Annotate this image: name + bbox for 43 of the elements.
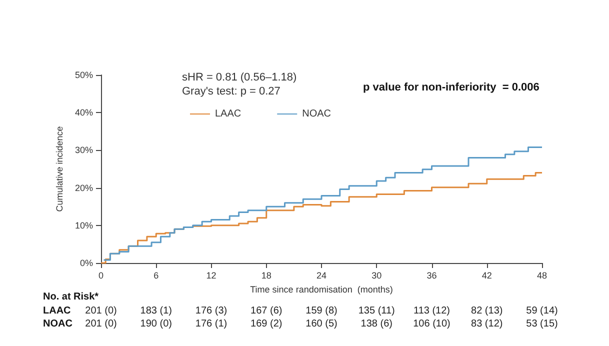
annotation: sHR = 0.81 (0.56–1.18) xyxy=(182,72,297,84)
x-tick-label: 48 xyxy=(536,270,548,280)
text: 135 (11) xyxy=(358,306,395,316)
text: 113 (12) xyxy=(413,306,450,316)
text: LAAC xyxy=(43,306,71,316)
x-tick-label: 0 xyxy=(98,270,104,280)
y-tick-label: 0% xyxy=(80,258,93,268)
text: 201 (0) xyxy=(85,306,117,316)
text: 169 (2) xyxy=(250,318,282,330)
y-tick-label: 40% xyxy=(74,108,93,118)
text: 176 (3) xyxy=(195,306,228,316)
y-tick-label: 10% xyxy=(74,220,93,230)
x-tick-label: 30 xyxy=(372,270,382,280)
y-axis-title: Cumulative incidence xyxy=(54,126,65,212)
text: 160 (5) xyxy=(306,318,338,330)
x-tick-label: 18 xyxy=(261,270,272,280)
y-tick-label: 30% xyxy=(74,145,93,156)
y-tick-label: 50% xyxy=(74,70,93,80)
x-axis-title: Time since randomisation (months) xyxy=(250,284,393,294)
annotation: p value for non-inferiority = 0.006 xyxy=(363,82,540,94)
legend-label: NOAC xyxy=(302,108,332,120)
text: 201 (0) xyxy=(85,318,117,330)
text: 183 (1) xyxy=(140,306,172,316)
text: NOAC xyxy=(43,318,72,330)
x-tick-label: 6 xyxy=(154,270,159,280)
x-tick-label: 36 xyxy=(426,270,437,280)
x-tick-label: 42 xyxy=(482,270,492,280)
annotation: Gray's test: p = 0.27 xyxy=(182,86,280,98)
text: 53 (15) xyxy=(526,318,558,330)
legend-label: LAAC xyxy=(215,108,242,120)
text: 82 (13) xyxy=(471,306,503,316)
text: 190 (0) xyxy=(140,318,172,330)
text: 176 (1) xyxy=(195,318,228,330)
text: 59 (14) xyxy=(526,306,558,316)
y-tick-label: 20% xyxy=(74,182,93,193)
x-tick-label: 24 xyxy=(316,270,327,280)
text: 83 (12) xyxy=(471,318,503,330)
text: 167 (6) xyxy=(250,306,282,316)
text: 159 (8) xyxy=(306,306,338,316)
text: 106 (10) xyxy=(413,318,450,330)
text: 138 (6) xyxy=(360,318,392,330)
text: No. at Risk* xyxy=(43,292,99,302)
x-tick-label: 12 xyxy=(206,270,216,280)
